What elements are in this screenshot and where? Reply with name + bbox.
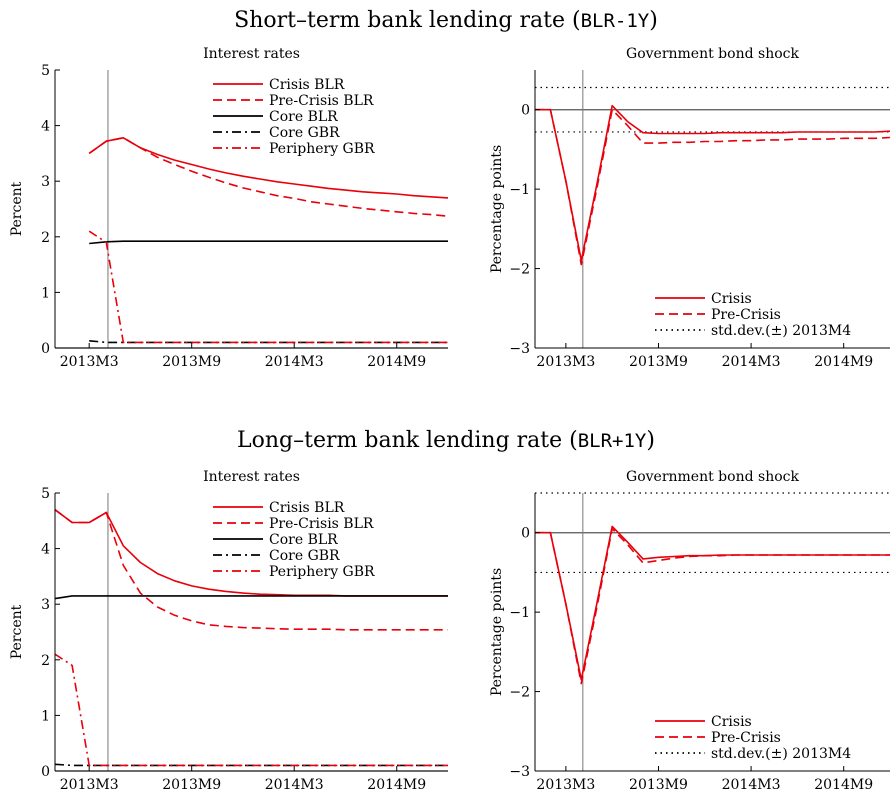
chart-panel-3: Interest rates Percent 0 1 2 3 4 5 2013M3 2013M9 2…	[9, 469, 448, 793]
chart-panel-2: Government bond shock Percentage points −3…	[489, 46, 891, 370]
x-tick-label: 2013M3	[536, 777, 595, 793]
series-line-pre-crisis-blr	[88, 137, 449, 217]
y-tick-label: 2	[41, 230, 50, 246]
y-axis-label: Percentage points	[489, 145, 505, 273]
section-title-short-term: Short–term bank lending rate (BLR-1Y)	[234, 8, 658, 33]
chart-title: Government bond shock	[626, 46, 799, 62]
series-line-core-blr	[54, 595, 448, 600]
legend-label: Crisis	[711, 714, 752, 730]
legend-label: Periphery GBR	[269, 564, 375, 580]
legend-label: Crisis	[711, 291, 752, 307]
y-tick-label: −1	[509, 182, 530, 198]
legend-label: std.dev.(±) 2013M4	[711, 323, 851, 339]
section-title-long-term: Long–term bank lending rate (BLR+1Y)	[237, 428, 655, 453]
x-tick-label: 2014M3	[265, 354, 324, 370]
legend-label: Crisis BLR	[269, 500, 345, 516]
y-tick-label: 0	[41, 341, 50, 357]
y-tick-label: 3	[41, 174, 50, 190]
legend-label: Periphery GBR	[269, 141, 375, 157]
legend-label: Pre-Crisis	[711, 307, 781, 323]
y-tick-label: 4	[41, 119, 50, 135]
chart-panel-1: Interest rates Percent 0 1 2 3 4 5 2013M3 2013M9 2…	[9, 46, 449, 370]
y-tick-label: 1	[41, 285, 50, 301]
legend-label: Pre-Crisis BLR	[269, 516, 374, 532]
series-line-crisis-blr	[54, 509, 448, 597]
y-tick-label: 1	[41, 708, 50, 724]
y-tick-label: 3	[41, 597, 50, 613]
series-line-pre-crisis	[535, 527, 890, 685]
x-tick-label: 2013M3	[536, 354, 595, 370]
y-tick-label: 5	[41, 63, 50, 79]
legend-label: Pre-Crisis BLR	[269, 93, 374, 109]
x-tick-label: 2013M9	[162, 354, 221, 370]
series-line-pre-crisis	[535, 108, 891, 266]
legend-label: Pre-Crisis	[711, 730, 781, 746]
x-tick-label: 2014M3	[722, 777, 781, 793]
x-tick-label: 2014M9	[814, 777, 873, 793]
y-tick-label: 4	[41, 542, 50, 558]
y-axis-label: Percent	[9, 604, 25, 659]
legend-label: Core BLR	[269, 109, 338, 125]
y-tick-label: −1	[509, 605, 530, 621]
chart-title: Interest rates	[203, 46, 300, 62]
x-tick-label: 2014M9	[367, 354, 426, 370]
y-tick-label: 0	[521, 526, 530, 542]
y-tick-label: −3	[509, 764, 530, 780]
series-line-periphery-gbr	[88, 230, 448, 344]
chart-panel-4: Government bond shock Percentage points −3…	[489, 469, 890, 793]
x-tick-label: 2013M3	[60, 354, 119, 370]
x-tick-label: 2013M3	[60, 777, 119, 793]
y-tick-label: −3	[509, 341, 530, 357]
y-axis-label: Percentage points	[489, 568, 505, 696]
y-tick-label: 0	[521, 103, 530, 119]
series-line-core-blr	[89, 240, 448, 245]
x-tick-label: 2013M9	[629, 354, 688, 370]
x-tick-label: 2013M9	[629, 777, 688, 793]
y-axis-label: Percent	[9, 181, 25, 236]
x-tick-label: 2013M9	[162, 777, 221, 793]
series-line-crisis	[535, 525, 890, 681]
y-tick-label: −2	[509, 685, 530, 701]
x-tick-label: 2014M3	[265, 777, 324, 793]
y-tick-label: 2	[41, 653, 50, 669]
legend-label: Crisis BLR	[269, 77, 345, 93]
series-line-crisis-blr	[88, 137, 449, 199]
series-line-pre-crisis-blr	[54, 509, 448, 631]
y-tick-label: −2	[509, 262, 530, 278]
legend-label: Core GBR	[269, 125, 340, 141]
chart-title: Interest rates	[203, 469, 300, 485]
legend-label: std.dev.(±) 2013M4	[711, 746, 851, 762]
y-tick-label: 5	[41, 486, 50, 502]
series-line-crisis	[535, 104, 891, 262]
chart-title: Government bond shock	[626, 469, 799, 485]
series-line-periphery-gbr	[54, 653, 448, 767]
x-tick-label: 2014M9	[814, 354, 873, 370]
x-tick-label: 2014M3	[722, 354, 781, 370]
legend-label: Core BLR	[269, 532, 338, 548]
x-tick-label: 2014M9	[367, 777, 426, 793]
y-tick-label: 0	[41, 764, 50, 780]
legend-label: Core GBR	[269, 548, 340, 564]
